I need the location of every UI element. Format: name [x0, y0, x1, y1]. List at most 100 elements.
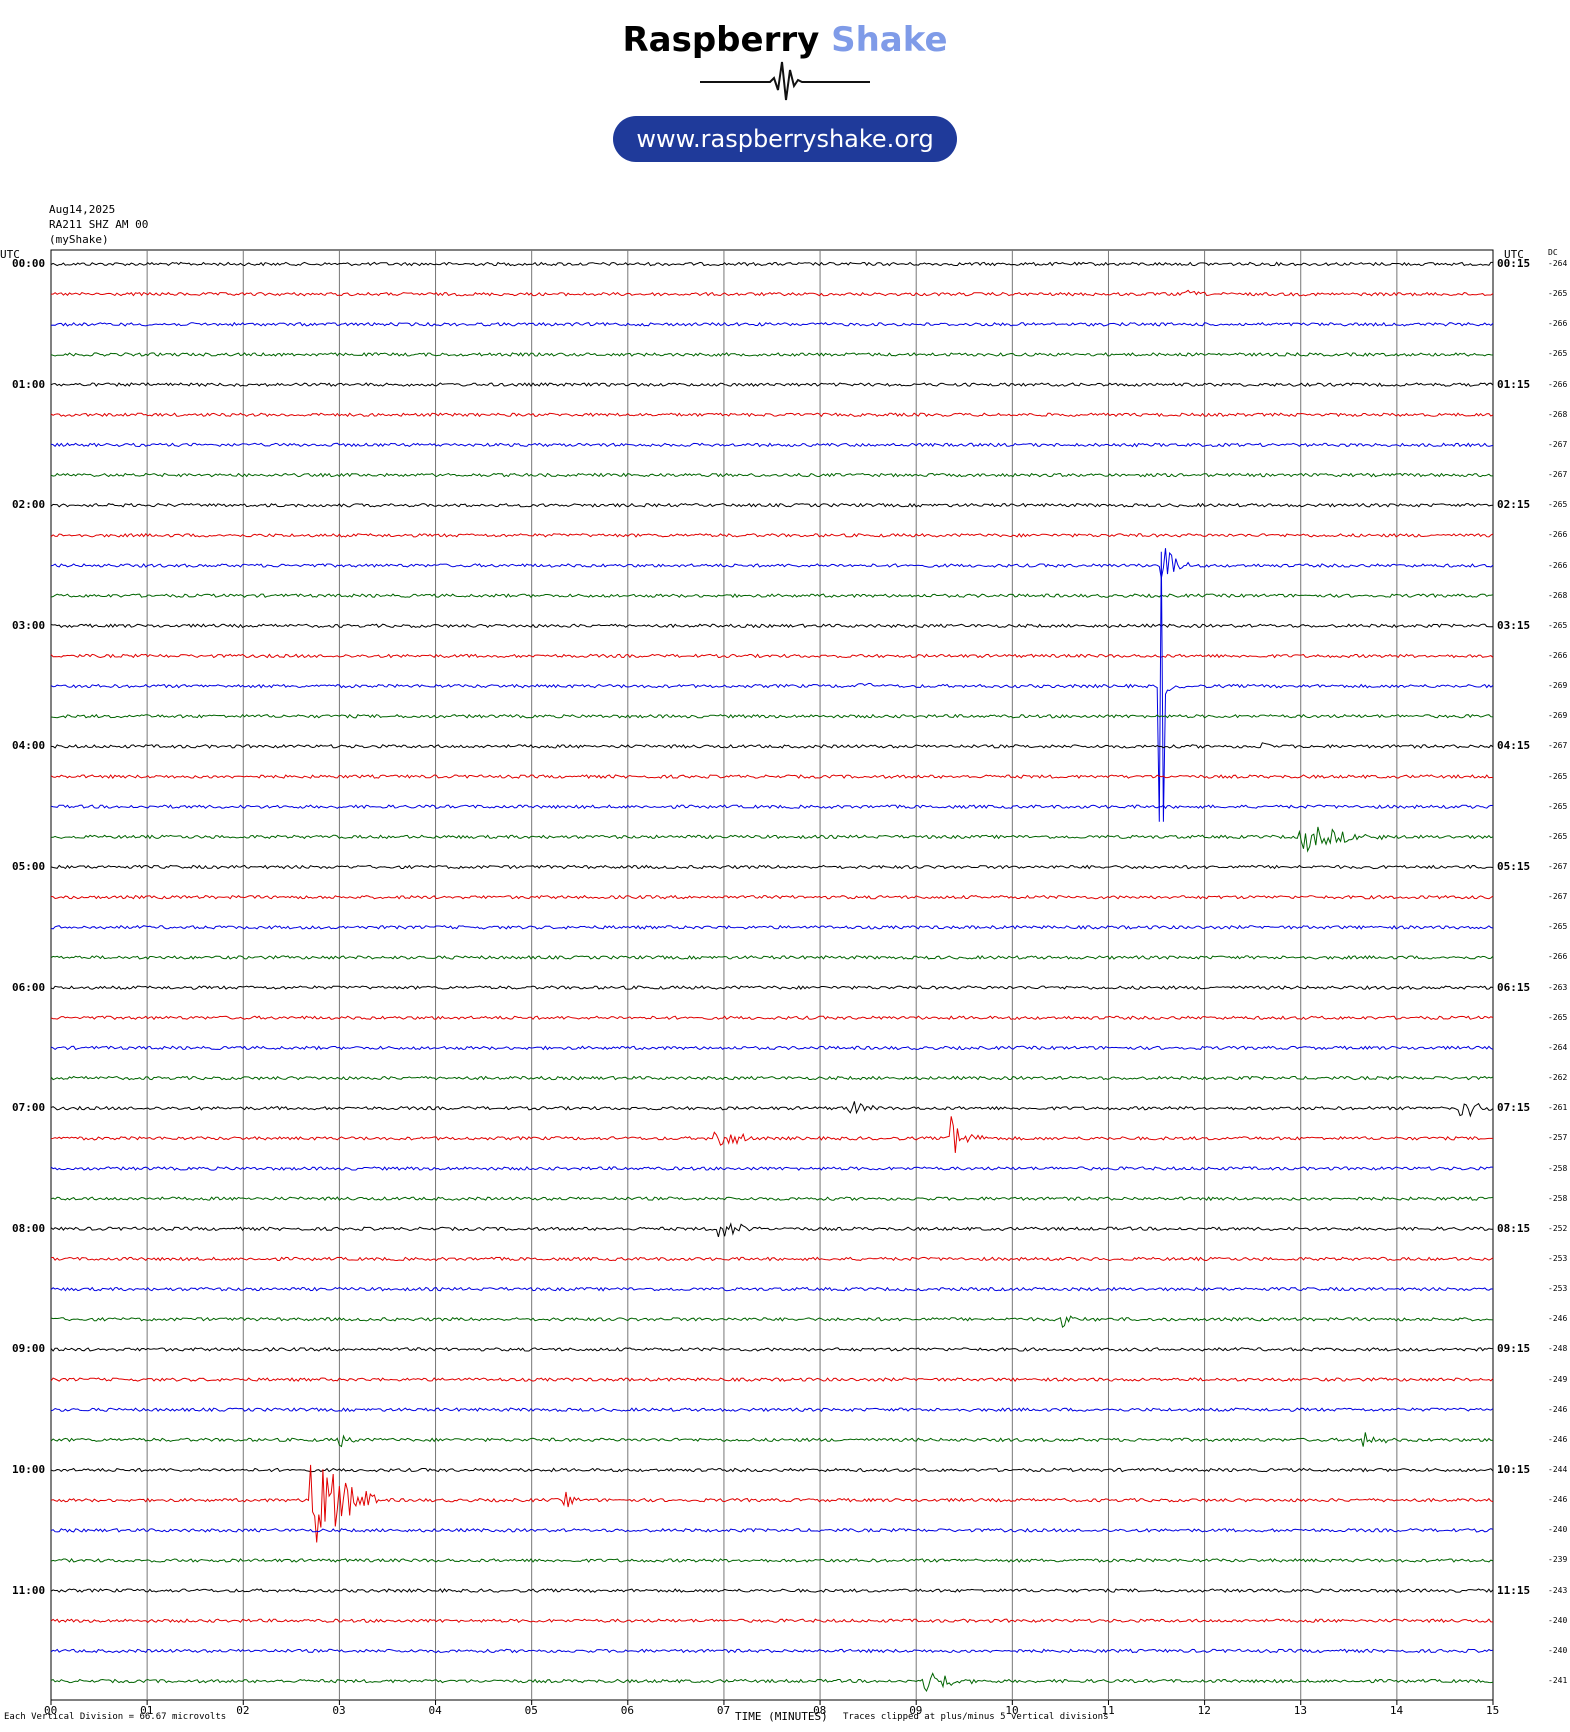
left-time-label: 11:00 [12, 1583, 46, 1597]
x-tick-label: 10 [1005, 1704, 1019, 1717]
dc-offset-label: -265 [1548, 831, 1568, 841]
dc-offset-label: -244 [1548, 1465, 1568, 1474]
dc-offset-label: -268 [1548, 590, 1568, 600]
trace-row-46 [50, 1648, 1494, 1654]
right-time-label: 09:15 [1497, 1342, 1531, 1356]
trace-row-19 [50, 826, 1494, 853]
trace-row-36 [50, 1347, 1494, 1352]
x-tick-label: 11 [1101, 1704, 1115, 1717]
x-tick-label: 04 [428, 1704, 442, 1717]
x-tick-label: 01 [140, 1704, 154, 1717]
dc-offset-label: -264 [1548, 259, 1568, 268]
dc-offset-label: -267 [1548, 470, 1568, 480]
trace-row-42 [50, 1527, 1494, 1533]
logo-url-badge[interactable]: www.raspberryshake.org [613, 116, 957, 162]
trace-row-30 [50, 1166, 1494, 1171]
dc-offset-label: -269 [1548, 681, 1568, 691]
trace-row-31 [50, 1196, 1494, 1202]
trace-row-25 [50, 1015, 1494, 1021]
dc-offset-label: -246 [1548, 1434, 1568, 1444]
dc-offset-label: -267 [1548, 892, 1568, 902]
logo-title: Raspberry Shake [0, 20, 1570, 60]
x-tick-label: 07 [716, 1704, 731, 1717]
trace-row-13 [50, 653, 1494, 659]
trace-row-38 [50, 1407, 1494, 1413]
dc-offset-label: -253 [1548, 1253, 1568, 1263]
left-time-label: 10:00 [12, 1463, 46, 1476]
dc-offset-label: -267 [1548, 439, 1568, 449]
header-date: Aug14,2025 [49, 203, 116, 216]
trace-row-33 [50, 1256, 1494, 1262]
dc-offset-label: -257 [1548, 1133, 1568, 1143]
dc-offset-label: -266 [1548, 952, 1568, 962]
dc-offset-label: -241 [1548, 1676, 1568, 1686]
trace-row-26 [50, 1045, 1494, 1051]
clip-note: Traces clipped at plus/minus 5 vertical … [843, 1712, 1109, 1722]
right-time-label: 10:15 [1497, 1463, 1531, 1476]
x-tick-label: 12 [1197, 1704, 1211, 1717]
logo-seismograph-icon [700, 61, 870, 101]
x-tick-label: 15 [1486, 1704, 1500, 1717]
trace-row-37 [50, 1377, 1494, 1382]
trace-row-16 [50, 742, 1494, 749]
trace-row-21 [50, 894, 1494, 900]
logo-title-main: Raspberry [622, 20, 820, 60]
right-time-label: 02:15 [1497, 498, 1531, 512]
dc-offset-label: -239 [1548, 1555, 1568, 1565]
right-axis-title: UTC [1504, 248, 1524, 261]
dc-offset-label: -248 [1548, 1344, 1568, 1354]
dc-offset-label: -240 [1548, 1525, 1568, 1535]
trace-row-5 [50, 412, 1494, 418]
trace-row-2 [50, 321, 1494, 327]
dc-offset-label: -267 [1548, 862, 1568, 871]
dc-offset-label: -269 [1548, 711, 1568, 721]
trace-row-40 [50, 1467, 1494, 1473]
trace-row-39 [50, 1432, 1494, 1448]
x-tick-label: 09 [909, 1704, 923, 1717]
dc-offset-label: -265 [1548, 289, 1568, 299]
left-time-label: 03:00 [12, 618, 46, 632]
left-time-label: 05:00 [12, 860, 46, 873]
x-tick-label: 05 [524, 1704, 538, 1717]
plot-frame [50, 249, 1494, 1701]
right-time-label: 07:15 [1497, 1101, 1531, 1115]
trace-row-22 [50, 924, 1494, 930]
trace-row-18 [50, 804, 1494, 810]
dc-axis-title: DC [1548, 248, 1558, 257]
trace-row-28 [50, 1101, 1494, 1118]
trace-row-8 [50, 502, 1494, 508]
dc-offset-label: -268 [1548, 409, 1568, 419]
trace-row-41 [50, 1464, 1494, 1543]
dc-offset-label: -258 [1548, 1163, 1568, 1173]
x-tick-label: 03 [332, 1704, 346, 1717]
right-time-label: 04:15 [1497, 739, 1531, 753]
right-time-label: 06:15 [1497, 980, 1531, 994]
right-time-label: 01:15 [1497, 377, 1531, 391]
trace-row-17 [50, 774, 1494, 779]
dc-offset-label: -253 [1548, 1284, 1568, 1294]
left-time-label: 01:00 [12, 377, 46, 391]
left-time-label: 02:00 [12, 498, 46, 512]
x-tick-label: 02 [236, 1704, 250, 1717]
right-time-label: 03:15 [1497, 618, 1531, 632]
dc-offset-label: -249 [1548, 1374, 1568, 1384]
trace-row-7 [50, 472, 1493, 478]
dc-offset-label: -266 [1548, 560, 1568, 570]
dc-offset-label: -240 [1548, 1615, 1568, 1625]
dc-offset-label: -243 [1548, 1585, 1568, 1595]
dc-offset-label: -263 [1548, 982, 1568, 992]
x-tick-label: 14 [1389, 1704, 1404, 1717]
header-station: RA211 SHZ AM 00 [49, 218, 149, 231]
trace-row-29 [50, 1116, 1493, 1153]
dc-offset-label: -266 [1548, 650, 1568, 660]
left-time-label: 04:00 [12, 739, 46, 753]
right-time-label: 11:15 [1497, 1583, 1531, 1597]
x-axis-title: TIME (MINUTES) [735, 1710, 828, 1723]
trace-row-14 [50, 551, 1494, 822]
dc-offset-label: -261 [1548, 1103, 1568, 1113]
dc-offset-label: -265 [1548, 922, 1568, 932]
trace-row-43 [50, 1558, 1494, 1563]
trace-row-24 [50, 985, 1494, 991]
dc-offset-label: -265 [1548, 1012, 1568, 1022]
